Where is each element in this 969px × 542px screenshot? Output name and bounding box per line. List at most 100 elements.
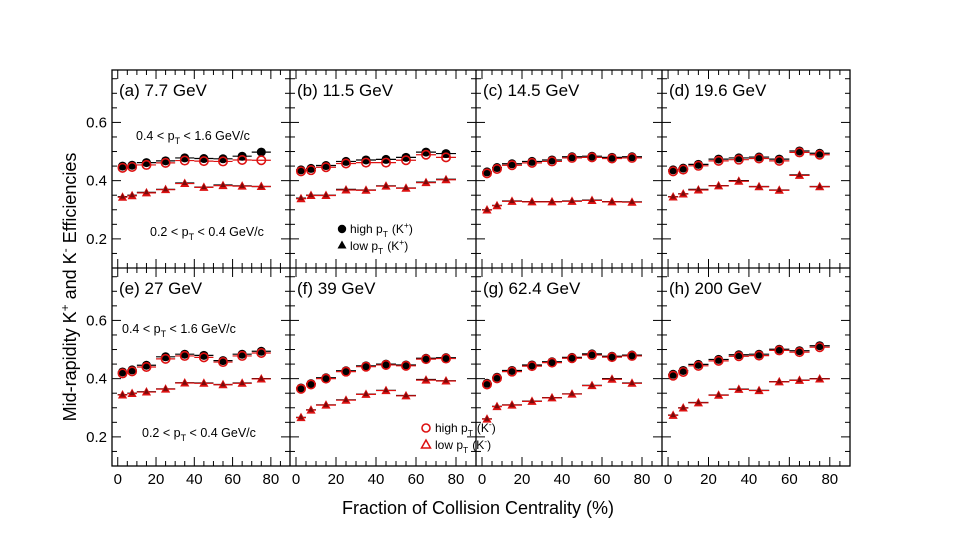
point-low-kplus <box>258 375 264 381</box>
point-low-kplus <box>629 379 635 386</box>
point-low-kplus <box>201 379 207 386</box>
y-tick-label: 0.2 <box>86 231 107 248</box>
point-high-kminus <box>256 155 267 166</box>
point-low-kplus <box>817 375 823 381</box>
point-high-kminus <box>668 166 679 177</box>
point-low-kplus <box>201 183 207 190</box>
legend-label-low-kplus: low pT (K+) <box>350 237 408 256</box>
point-low-kplus <box>756 183 762 189</box>
point-low-kplus <box>383 182 389 188</box>
point-high-kminus <box>713 355 724 366</box>
point-high-kminus <box>526 157 537 168</box>
point-high-kminus <box>237 350 248 361</box>
point-high-kminus <box>491 373 502 384</box>
point-high-kminus <box>160 353 171 364</box>
point-high-kminus <box>127 161 138 172</box>
x-tick-label: 40 <box>368 471 385 488</box>
point-low-kplus <box>363 390 369 397</box>
point-low-kplus <box>609 198 615 204</box>
panel-b: (b) 11.5 GeV <box>290 70 476 268</box>
point-low-kplus <box>695 399 701 405</box>
point-high-kminus <box>380 359 391 370</box>
legend-marker-filled-circle <box>337 224 347 234</box>
point-low-kplus <box>298 194 304 201</box>
legend-label-low-kminus: low pT (K-) <box>435 436 491 455</box>
point-low-kplus <box>484 415 490 421</box>
annotation-low-range-a: 0.2 < pT < 0.4 GeV/c <box>150 225 264 242</box>
point-high-kminus <box>141 159 152 170</box>
annotation-high-range-a: 0.4 < pT < 1.6 GeV/c <box>136 129 250 146</box>
point-low-kplus <box>549 394 555 400</box>
point-high-kminus <box>566 353 577 364</box>
point-low-kplus <box>680 190 686 196</box>
point-high-kminus <box>566 152 577 163</box>
point-low-kplus <box>716 182 722 188</box>
x-tick-label: 0 <box>478 471 486 488</box>
point-high-kminus <box>380 157 391 168</box>
x-tick-label: 80 <box>448 471 465 488</box>
panel-label: (d) 19.6 GeV <box>669 81 767 100</box>
point-high-kminus <box>420 354 431 365</box>
point-high-kminus <box>546 156 557 167</box>
point-low-kplus <box>569 197 575 204</box>
point-low-kplus <box>363 186 369 192</box>
point-low-kplus <box>403 184 409 190</box>
point-low-kplus <box>549 198 555 204</box>
point-high-kminus <box>626 152 637 163</box>
point-high-kminus <box>218 357 229 368</box>
x-tick-label: 0 <box>292 471 300 488</box>
legend-kminus: high pT (K-) low pT (K-) <box>420 419 496 455</box>
point-low-kplus <box>162 385 169 391</box>
point-high-kminus <box>754 153 765 164</box>
point-high-kplus <box>401 152 411 162</box>
point-high-kminus <box>693 360 704 371</box>
point-low-kplus <box>736 177 742 183</box>
point-low-kplus <box>509 401 515 407</box>
x-tick-label: 60 <box>408 471 425 488</box>
point-low-kplus <box>220 381 226 387</box>
panel-label: (a) 7.7 GeV <box>119 81 208 100</box>
point-high-kminus <box>814 342 825 353</box>
point-low-kplus <box>680 404 686 410</box>
point-high-kminus <box>733 351 744 362</box>
point-high-kplus <box>199 154 209 164</box>
x-tick-label: 80 <box>821 471 838 488</box>
point-high-kminus <box>198 352 209 363</box>
point-low-kplus <box>403 392 409 398</box>
point-high-kminus <box>606 352 617 363</box>
point-high-kminus <box>678 164 689 175</box>
legend-marker-filled-triangle <box>337 240 347 249</box>
point-high-kminus <box>440 353 451 364</box>
point-high-kplus <box>361 155 371 165</box>
point-low-kplus <box>776 186 782 192</box>
legend-marker-open-circle <box>421 423 431 433</box>
y-tick-label: 0.4 <box>86 173 107 190</box>
point-low-kplus <box>162 186 169 192</box>
point-low-kplus <box>484 206 490 212</box>
point-low-kplus <box>298 414 304 420</box>
point-low-kplus <box>323 192 329 198</box>
point-high-kminus <box>794 347 805 358</box>
x-tick-label: 80 <box>634 471 651 488</box>
y-tick-label: 0.6 <box>86 114 107 131</box>
point-high-kminus <box>320 373 331 384</box>
point-high-kminus <box>754 350 765 361</box>
point-low-kplus <box>494 403 500 409</box>
point-low-kplus <box>423 178 429 185</box>
point-high-kplus <box>256 147 266 157</box>
point-high-kminus <box>713 155 724 166</box>
point-high-kminus <box>668 370 679 381</box>
point-low-kplus <box>239 182 245 188</box>
point-low-kplus <box>443 175 449 182</box>
panel-label: (h) 200 GeV <box>669 279 762 298</box>
point-low-kplus <box>695 186 701 192</box>
panel-h: (h) 200 GeV 0 20 40 60 80 <box>662 268 850 488</box>
point-low-kplus <box>119 391 126 397</box>
point-low-kplus <box>529 397 535 404</box>
point-low-kplus <box>736 385 742 392</box>
panel-label: (c) 14.5 GeV <box>483 81 580 100</box>
annotation-low-range-e: 0.2 < pT < 0.4 GeV/c <box>142 426 256 443</box>
point-high-kminus <box>626 350 637 361</box>
point-high-kminus <box>179 350 190 361</box>
